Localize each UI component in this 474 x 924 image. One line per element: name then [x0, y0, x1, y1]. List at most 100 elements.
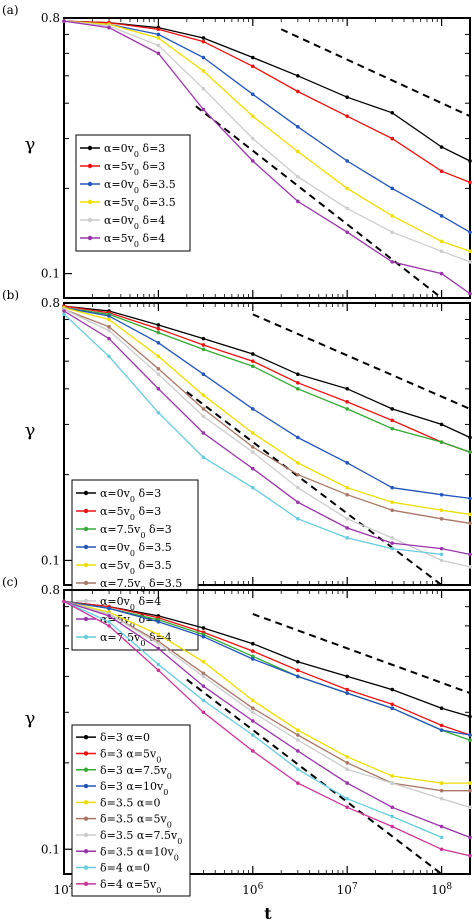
data-point — [250, 654, 255, 659]
data-point — [439, 214, 444, 218]
data-point — [296, 749, 300, 753]
data-point — [390, 485, 395, 490]
panel-label: (c) — [2, 575, 18, 589]
legend-marker — [83, 832, 89, 838]
data-point — [107, 619, 111, 624]
data-point — [156, 27, 161, 32]
data-point — [468, 564, 472, 569]
data-point — [250, 92, 255, 97]
power-law-guide — [186, 391, 443, 586]
plot-frame — [63, 17, 471, 299]
data-point — [250, 114, 255, 118]
data-point — [62, 599, 66, 604]
power-law-guide — [186, 678, 443, 875]
data-point — [439, 249, 444, 253]
legend-entry: δ=3 α=0 — [100, 731, 150, 744]
legend-marker — [87, 145, 93, 151]
legend-entry: δ=4 α=0 — [100, 862, 150, 875]
legend-marker — [83, 800, 89, 805]
data-point — [250, 352, 255, 356]
data-point — [62, 309, 66, 313]
data-point — [468, 552, 472, 557]
data-point — [250, 733, 255, 737]
legend-entry: α=0v0 δ=3.5 — [100, 541, 172, 558]
data-point — [468, 435, 472, 440]
series-line — [63, 20, 471, 184]
plot-frame — [63, 589, 471, 875]
data-point — [345, 95, 349, 100]
data-point — [250, 657, 255, 661]
data-point — [439, 508, 444, 513]
legend-entry: δ=3 α=10v0 — [100, 780, 168, 797]
data-point — [201, 455, 206, 460]
data-point — [107, 614, 111, 618]
legend-entry: δ=3.5 α=10v0 — [100, 845, 179, 862]
x-tick-label: 108 — [431, 882, 452, 897]
legend-marker — [83, 881, 89, 887]
legend-marker — [87, 181, 93, 187]
legend-entry: δ=3.5 α=5v0 — [100, 813, 172, 830]
data-point — [390, 687, 395, 692]
data-point — [468, 180, 472, 185]
data-point — [250, 749, 255, 753]
data-point — [201, 659, 206, 664]
panel-label: (b) — [2, 288, 19, 302]
data-point — [439, 723, 444, 728]
series-line — [63, 307, 471, 500]
data-point — [201, 674, 206, 679]
data-point — [390, 418, 395, 423]
data-point — [296, 372, 300, 377]
data-point — [345, 761, 349, 765]
series-line — [63, 600, 470, 792]
y-axis-label: γ — [25, 134, 36, 155]
data-point — [390, 260, 395, 264]
data-point — [468, 733, 472, 737]
data-point — [439, 706, 444, 710]
data-point — [468, 805, 472, 810]
data-point — [107, 606, 111, 611]
data-point — [201, 634, 206, 639]
power-law-guide — [252, 313, 471, 410]
data-point — [345, 674, 349, 679]
legend-entry: α=0v0 δ=4 — [104, 214, 165, 231]
data-point — [439, 516, 444, 521]
data-point — [250, 641, 255, 646]
series-line — [63, 305, 471, 439]
data-point — [250, 445, 255, 449]
legend-entry: α=7.5v0 δ=3 — [100, 523, 172, 540]
legend-box — [75, 134, 191, 252]
data-point — [107, 624, 111, 628]
data-point — [439, 835, 444, 840]
data-point — [201, 626, 206, 630]
data-point — [390, 814, 395, 819]
data-point — [468, 230, 472, 235]
data-point — [107, 354, 111, 359]
data-point — [439, 546, 444, 551]
legend-marker — [83, 526, 89, 532]
data-point — [345, 230, 349, 235]
data-point — [468, 450, 472, 454]
data-point — [468, 159, 472, 163]
data-point — [390, 702, 395, 707]
data-point — [156, 646, 161, 651]
data-point — [107, 325, 111, 329]
data-point — [439, 169, 444, 174]
legend-marker — [83, 634, 89, 640]
data-point — [345, 754, 349, 759]
data-point — [390, 774, 395, 778]
legend-marker — [83, 849, 89, 854]
data-point — [390, 781, 395, 785]
data-point — [439, 847, 444, 852]
legend: α=0v0 δ=3α=5v0 δ=3α=7.5v0 δ=3α=0v0 δ=3.5… — [71, 479, 199, 651]
data-point — [296, 485, 300, 490]
data-point — [296, 781, 300, 785]
data-point — [345, 536, 349, 540]
data-point — [296, 728, 300, 732]
data-point — [201, 336, 206, 341]
panel-c: (c)γ0.10.8104105106107108δ=3 α=0δ=3 α=5v… — [2, 575, 472, 897]
data-point — [345, 485, 349, 490]
data-point — [201, 343, 206, 347]
data-point — [468, 521, 472, 526]
data-point — [439, 492, 444, 497]
data-point — [296, 472, 300, 477]
